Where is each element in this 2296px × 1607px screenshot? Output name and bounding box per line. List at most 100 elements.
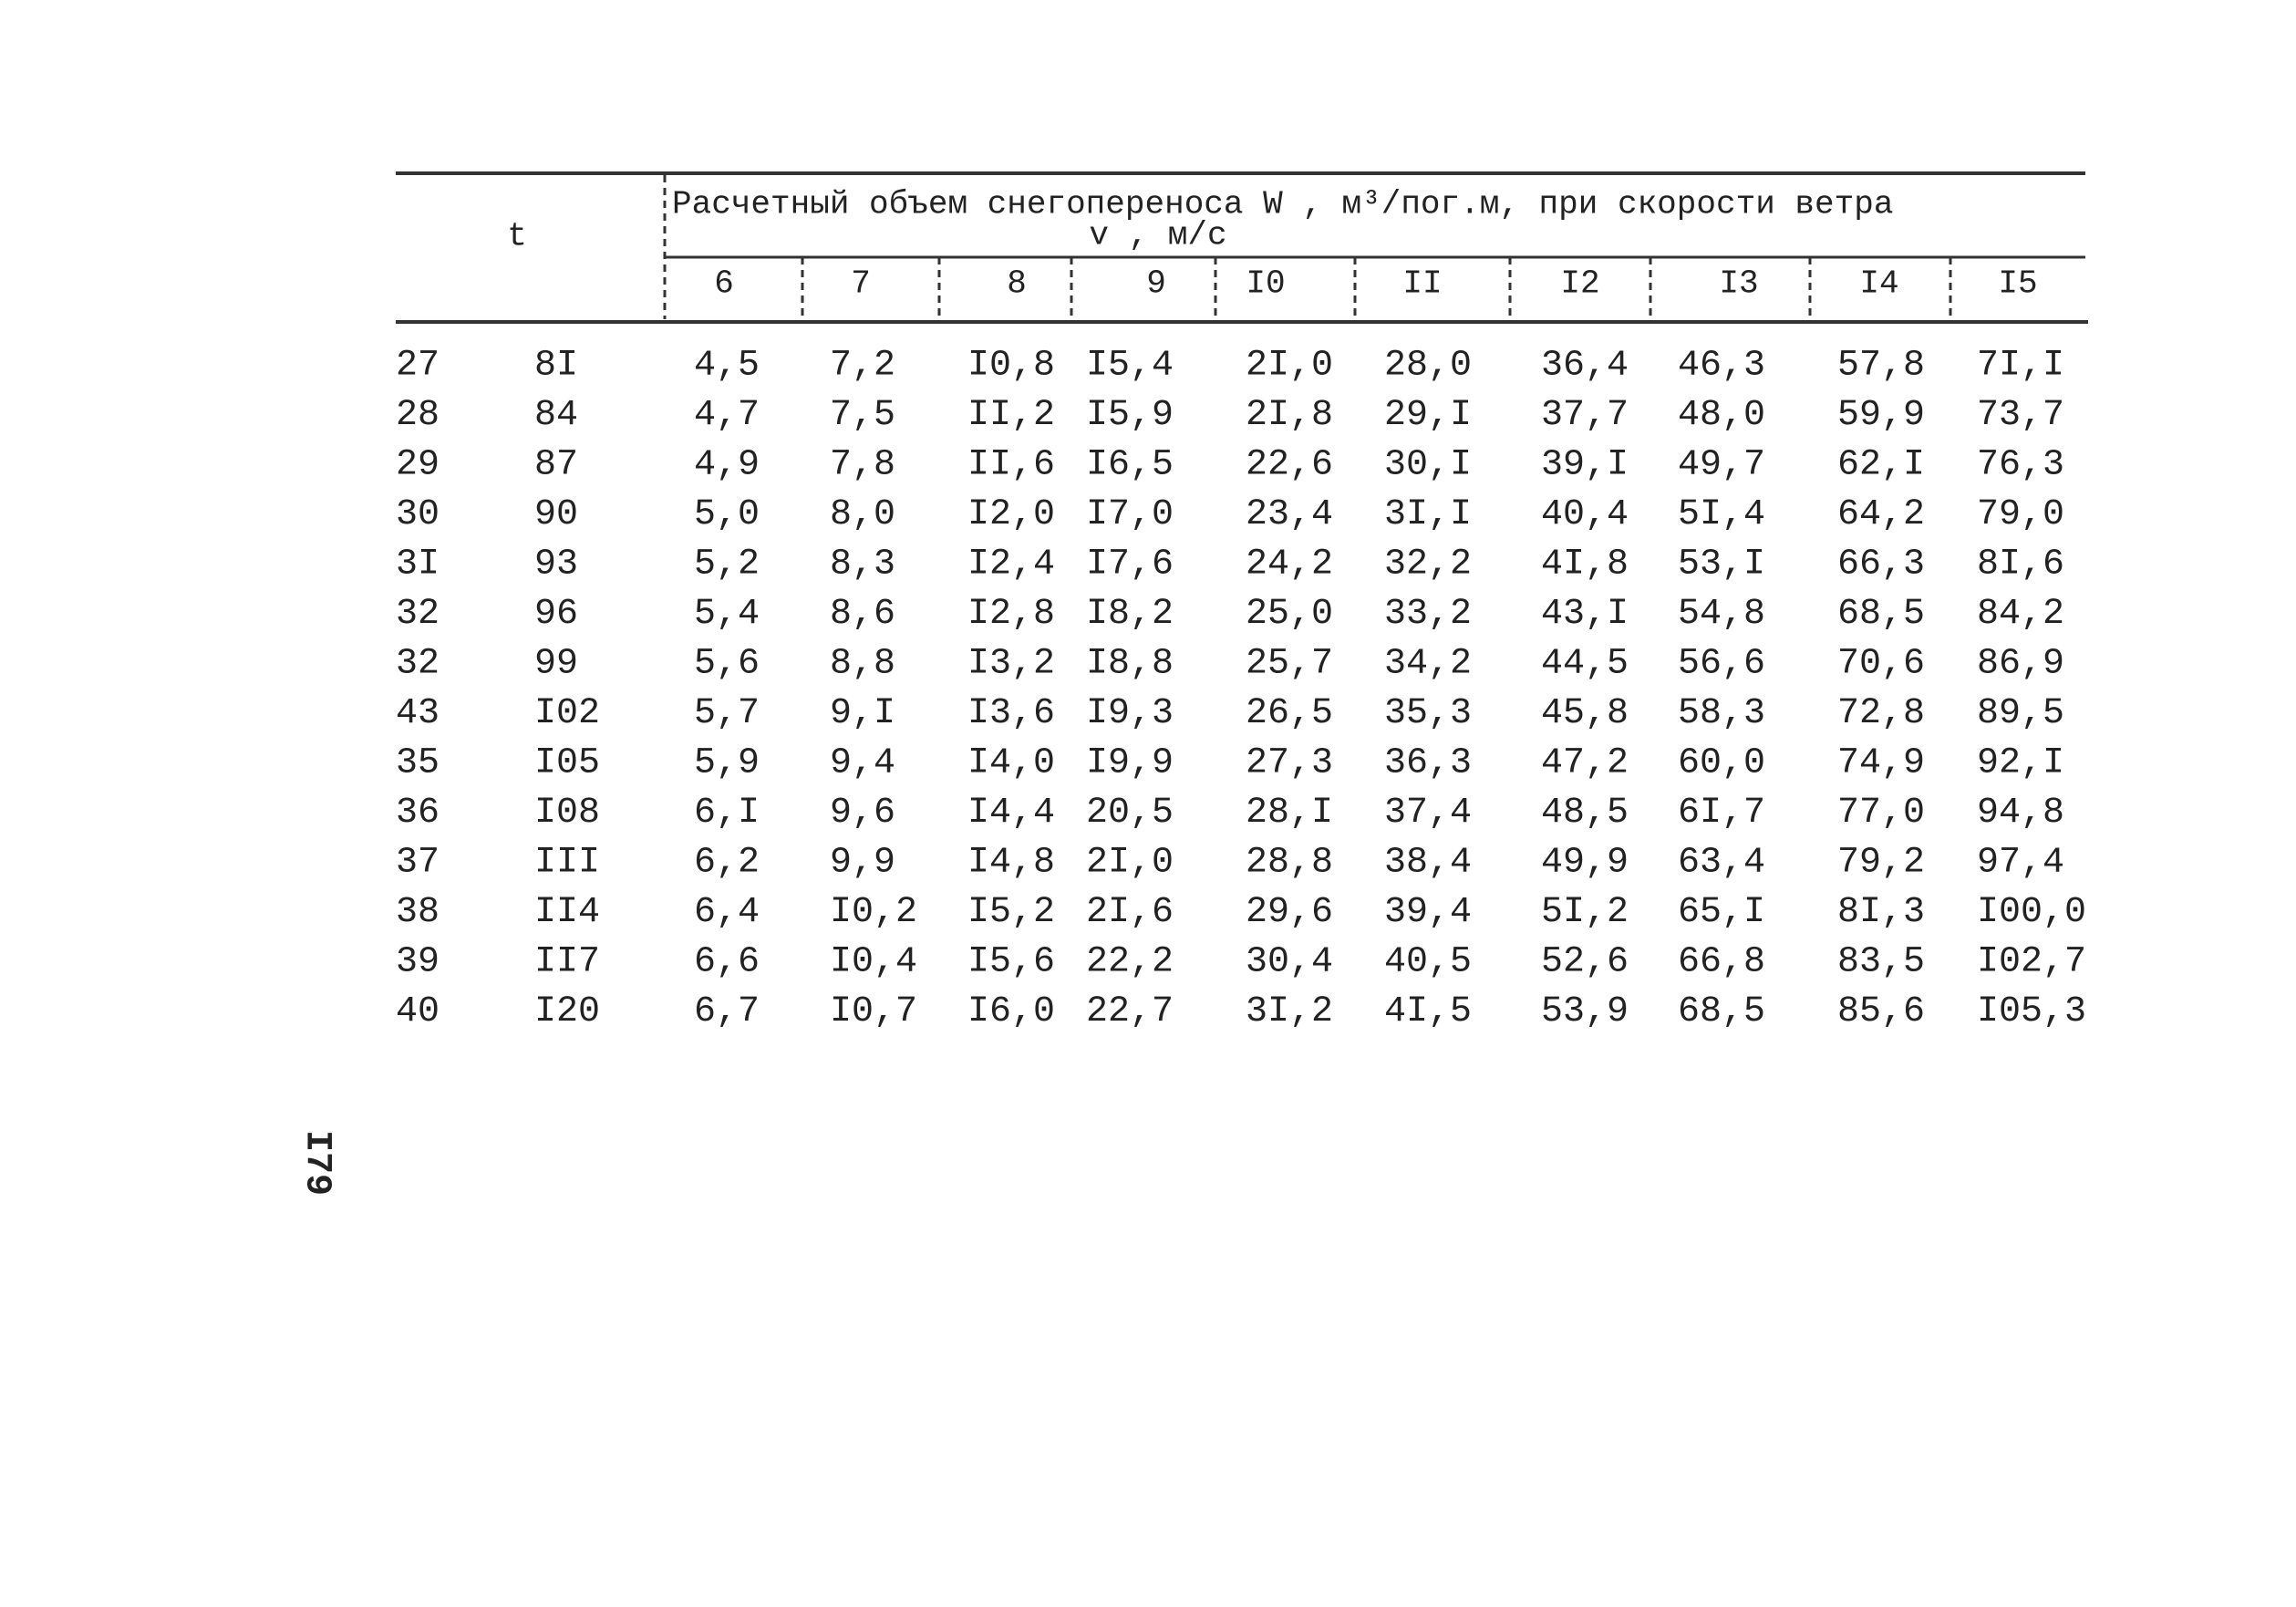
column-header: I3 [1719, 265, 1758, 303]
table-cell: 97,4 [1977, 843, 2064, 884]
table-cell: 43 [396, 693, 440, 734]
table-cell: 96 [534, 594, 578, 635]
table-cell: I6,5 [1086, 445, 1174, 486]
table-cell: 9,9 [830, 843, 895, 884]
header-title: Расчетный объем снегопереноса W , м³/пог… [672, 186, 1893, 223]
table-cell: 3I,I [1384, 494, 1472, 535]
column-header: I0 [1246, 265, 1285, 303]
table-cell: 5,6 [694, 644, 760, 685]
table-cell: I6,0 [967, 991, 1055, 1032]
table-cell: 25,0 [1246, 594, 1333, 635]
table-cell: 4,7 [694, 395, 760, 436]
table-cell: 40,4 [1541, 494, 1629, 535]
table-cell: 30,I [1384, 445, 1472, 486]
table-cell: 6,7 [694, 991, 760, 1032]
table-cell: 84,2 [1977, 594, 2064, 635]
table-cell: 60,0 [1678, 743, 1765, 784]
table-cell: 7I,I [1977, 346, 2064, 387]
table-cell: I0,4 [830, 942, 917, 983]
table-cell: 47,2 [1541, 743, 1629, 784]
column-header: I2 [1560, 265, 1599, 303]
table-cell: 45,8 [1541, 693, 1629, 734]
table-cell: II,6 [967, 445, 1055, 486]
table-cell: 29,I [1384, 395, 1472, 436]
table-cell: 85,6 [1837, 991, 1925, 1032]
table-cell: 26,5 [1246, 693, 1333, 734]
table-cell: III [534, 843, 600, 884]
table-cell: 72,8 [1837, 693, 1925, 734]
table-cell: 5I,4 [1678, 494, 1765, 535]
table-cell: 58,3 [1678, 693, 1765, 734]
table-cell: 5,0 [694, 494, 760, 535]
table-cell: I2,4 [967, 544, 1055, 586]
table-cell: I05,3 [1977, 991, 2086, 1032]
header-title-unit: v , м/с [1089, 217, 1226, 254]
table-cell: I0,2 [830, 892, 917, 933]
table-cell: 6I,7 [1678, 793, 1765, 834]
table-cell: 66,8 [1678, 942, 1765, 983]
table-cell: 8I [534, 346, 578, 387]
table-cell: I7,0 [1086, 494, 1174, 535]
table-cell: 22,2 [1086, 942, 1174, 983]
table-cell: 38,4 [1384, 843, 1472, 884]
table-cell: 39,I [1541, 445, 1629, 486]
table-cell: 79,2 [1837, 843, 1925, 884]
table-cell: 93 [534, 544, 578, 586]
table-cell: I9,9 [1086, 743, 1174, 784]
table-cell: 53,9 [1541, 991, 1629, 1032]
table-cell: I4,8 [967, 843, 1055, 884]
table-cell: 49,9 [1541, 843, 1629, 884]
table-cell: 8,3 [830, 544, 895, 586]
table-cell: 87 [534, 445, 578, 486]
table-cell: 38 [396, 892, 440, 933]
table-cell: 22,6 [1246, 445, 1333, 486]
table-cell: 37,7 [1541, 395, 1629, 436]
table-cell: I2,0 [967, 494, 1055, 535]
table-cell: 25,7 [1246, 644, 1333, 685]
table-cell: 63,4 [1678, 843, 1765, 884]
table-cell: 40 [396, 991, 440, 1032]
table-cell: 20,5 [1086, 793, 1174, 834]
table-cell: 9,I [830, 693, 895, 734]
table-cell: 36,4 [1541, 346, 1629, 387]
table-cell: 34,2 [1384, 644, 1472, 685]
table-cell: 84 [534, 395, 578, 436]
table-cell: 83,5 [1837, 942, 1925, 983]
table-cell: 33,2 [1384, 594, 1472, 635]
table-cell: 44,5 [1541, 644, 1629, 685]
table-cell: 8I,6 [1977, 544, 2064, 586]
table-cell: 39,4 [1384, 892, 1472, 933]
table-cell: 49,7 [1678, 445, 1765, 486]
table-cell: 5,9 [694, 743, 760, 784]
table-cell: 65,I [1678, 892, 1765, 933]
table-cell: I0,8 [967, 346, 1055, 387]
table-cell: 89,5 [1977, 693, 2064, 734]
table-cell: 8I,3 [1837, 892, 1925, 933]
table-cell: 28 [396, 395, 440, 436]
table-cell: 2I,6 [1086, 892, 1174, 933]
table-cell: 64,2 [1837, 494, 1925, 535]
table-cell: 3I [396, 544, 440, 586]
table-cell: 5,7 [694, 693, 760, 734]
table-cell: 7,2 [830, 346, 895, 387]
table-cell: 6,6 [694, 942, 760, 983]
table-cell: 94,8 [1977, 793, 2064, 834]
table-cell: 77,0 [1837, 793, 1925, 834]
table-cell: 99 [534, 644, 578, 685]
column-header: 7 [851, 265, 871, 303]
table-cell: 62,I [1837, 445, 1925, 486]
table-cell: 27,3 [1246, 743, 1333, 784]
table-cell: I2,8 [967, 594, 1055, 635]
table-cell: 59,9 [1837, 395, 1925, 436]
table-cell: 30,4 [1246, 942, 1333, 983]
table-cell: 30 [396, 494, 440, 535]
column-header: 6 [714, 265, 734, 303]
table-cell: 74,9 [1837, 743, 1925, 784]
table-cell: 8,6 [830, 594, 895, 635]
table-cell: 6,2 [694, 843, 760, 884]
table-cell: I4,0 [967, 743, 1055, 784]
table-cell: 66,3 [1837, 544, 1925, 586]
table-cell: 48,0 [1678, 395, 1765, 436]
table-cell: 56,6 [1678, 644, 1765, 685]
table-cell: 4,9 [694, 445, 760, 486]
